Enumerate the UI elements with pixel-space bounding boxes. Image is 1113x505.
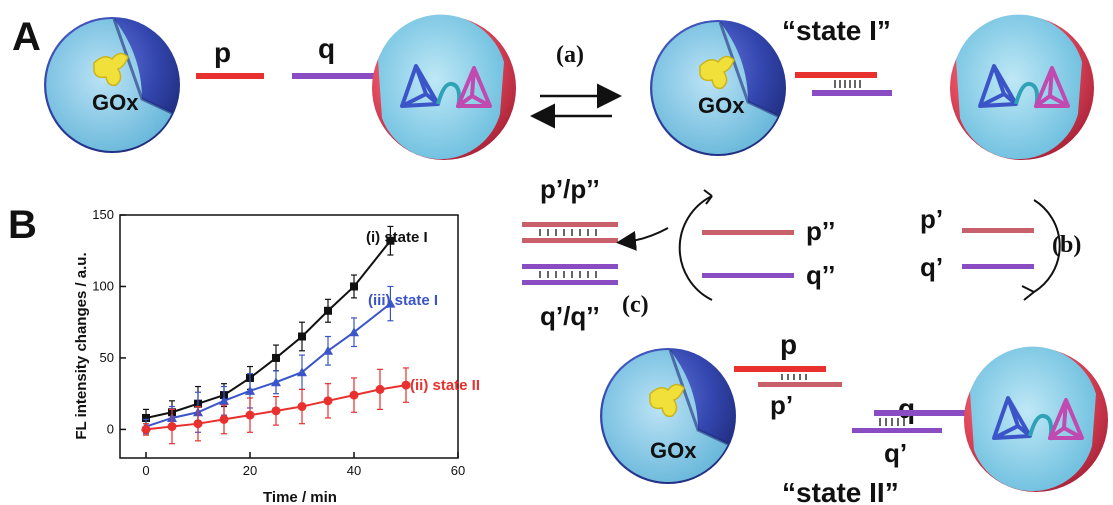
- data-point: [297, 402, 307, 412]
- data-point: [193, 419, 203, 429]
- strand-q-prime: [962, 264, 1034, 269]
- data-point: [167, 422, 177, 432]
- state-ii-label-q-prime: q’: [884, 438, 907, 468]
- y-tick-label: 0: [107, 421, 114, 436]
- gox-label-left: GOx: [92, 90, 139, 115]
- state-i-label: “state I”: [782, 15, 891, 46]
- pp-duplex: [522, 222, 618, 243]
- cycle-b-arc: [1033, 199, 1061, 293]
- label-q-prime: q’: [920, 252, 943, 282]
- x-tick-label: 40: [347, 463, 361, 478]
- data-point: [297, 367, 307, 377]
- data-point: [245, 385, 255, 395]
- data-point: [349, 327, 359, 337]
- data-point: [401, 380, 411, 390]
- data-point: [271, 377, 281, 387]
- fl-chart: 0 20 40 60 0 50 100 150: [92, 207, 465, 478]
- strand-p-dprime: [702, 230, 794, 235]
- cycle-c-arrowhead: [703, 189, 713, 205]
- label-p-dprime: p’’: [806, 216, 835, 246]
- data-point: [219, 395, 229, 405]
- y-tick-label: 150: [92, 207, 114, 222]
- strand-q: [292, 73, 374, 79]
- data-point: [219, 414, 229, 424]
- data-point: [323, 345, 333, 355]
- data-point: [323, 396, 333, 406]
- cycle-c-arc: [678, 195, 713, 301]
- state-ii-label-q: q: [898, 393, 915, 424]
- qq-duplex: [522, 264, 618, 285]
- state-ii-label-p: p: [780, 329, 797, 360]
- y-tick-label: 100: [92, 278, 114, 293]
- step-b-label: (b): [1052, 232, 1081, 258]
- state-ii-strand-p-prime: [758, 382, 842, 387]
- gox-label-right: GOx: [698, 93, 745, 118]
- label-q: q: [318, 33, 335, 64]
- x-axis-label: Time / min: [263, 489, 337, 505]
- data-point: [245, 410, 255, 420]
- label-p-prime: p’: [920, 204, 943, 234]
- state-ii-label-p-prime: p’: [770, 390, 793, 420]
- cycle-c-out-arrow: [616, 227, 669, 251]
- data-point: [386, 236, 395, 245]
- data-point: [271, 406, 281, 416]
- series-line: [145, 240, 392, 419]
- data-point: [272, 353, 280, 362]
- panel-b-label: B: [8, 203, 37, 247]
- series-label-ii: (ii) state II: [410, 377, 480, 394]
- series-label-i: (i) state I: [366, 229, 428, 246]
- data-point: [298, 332, 306, 341]
- series-label-iii: (iii) state I: [368, 292, 438, 309]
- state-ii-label: “state II”: [782, 477, 899, 505]
- state-ii-hybrid-q: [879, 418, 905, 426]
- gox-sphere-right: [648, 18, 788, 158]
- state-i-hybrid: [834, 80, 861, 88]
- data-point: [142, 413, 150, 422]
- dna-sphere-right: [948, 12, 1096, 162]
- gox-sphere-left: [42, 15, 182, 155]
- state-ii-hybrid-p: [781, 374, 807, 380]
- label-q-dprime: q’’: [806, 260, 835, 290]
- data-point: [349, 390, 359, 400]
- strand-p-prime: [962, 228, 1034, 233]
- panel-a-label: A: [12, 15, 41, 59]
- state-ii-strand-q: [874, 410, 970, 416]
- data-point: [324, 306, 332, 315]
- dna-sphere-bottom: [962, 344, 1110, 494]
- data-point: [385, 298, 396, 308]
- state-i-strand-p: [795, 72, 877, 78]
- strand-q-dprime: [702, 273, 794, 278]
- series-line: [145, 302, 392, 428]
- data-point: [375, 384, 385, 394]
- qq-duplex-label: q’/q’’: [540, 301, 600, 331]
- x-tick-label: 60: [451, 463, 465, 478]
- state-ii-strand-q-prime: [852, 428, 942, 433]
- x-tick-label: 0: [142, 463, 149, 478]
- data-point: [350, 282, 358, 291]
- step-a-label: (a): [556, 42, 584, 68]
- state-i-strand-q: [812, 90, 892, 96]
- plot-frame: [119, 214, 459, 459]
- cycle-b-arrowhead: [1021, 285, 1035, 301]
- label-p: p: [214, 37, 231, 68]
- x-tick-label: 20: [243, 463, 257, 478]
- state-ii-strand-p: [734, 366, 826, 372]
- gox-sphere-bottom: [598, 346, 738, 486]
- strand-p: [196, 73, 264, 79]
- y-axis-label: FL intensity changes / a.u.: [73, 252, 90, 439]
- pp-duplex-label: p’/p’’: [540, 174, 600, 204]
- data-point: [141, 424, 151, 434]
- step-c-label: (c): [622, 292, 649, 318]
- gox-label-bottom: GOx: [650, 438, 697, 463]
- y-tick-label: 50: [100, 350, 114, 365]
- dna-sphere-left: [370, 12, 518, 162]
